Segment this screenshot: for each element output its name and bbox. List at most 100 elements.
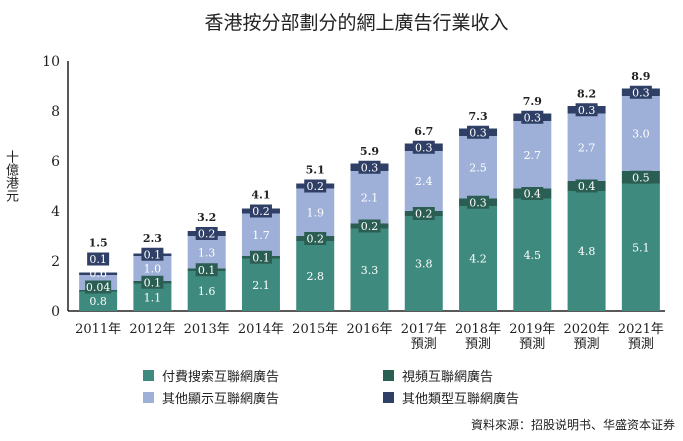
x-tick-label: 2015年 xyxy=(292,322,338,337)
value-label: 0.2 xyxy=(252,205,270,218)
bar-segment-2 xyxy=(459,136,498,199)
value-label: 4.8 xyxy=(578,245,596,258)
total-label: 5.1 xyxy=(306,164,325,177)
value-label: 0.2 xyxy=(306,233,324,246)
value-label: 1.0 xyxy=(144,262,162,275)
legend-item-other: 其他類型互聯網廣告 xyxy=(383,388,519,407)
value-label: 1.6 xyxy=(198,285,216,298)
value-label: 2.1 xyxy=(361,191,379,204)
value-label: 0.2 xyxy=(198,228,216,241)
value-label: 2.5 xyxy=(469,161,487,174)
x-tick-label: 2017年 xyxy=(401,322,447,337)
x-tick-label: 預測 xyxy=(628,337,654,352)
x-tick-label: 2019年 xyxy=(509,322,555,337)
value-label-box xyxy=(575,103,598,117)
legend-swatch xyxy=(143,370,154,381)
legend-item-video: 視頻互聯網廣告 xyxy=(383,366,493,385)
total-label: 7.9 xyxy=(523,95,542,108)
value-label: 0.3 xyxy=(469,126,487,139)
x-tick-label: 2020年 xyxy=(564,322,610,337)
x-tick-label: 預測 xyxy=(465,337,491,352)
x-tick-label: 2014年 xyxy=(238,322,284,337)
legend-item-search: 付費搜索互聯網廣告 xyxy=(143,366,279,385)
value-label-box xyxy=(85,280,112,294)
legend-swatch xyxy=(383,370,394,381)
bar-segment-0 xyxy=(241,258,280,311)
value-label-box xyxy=(629,85,652,99)
total-label: 3.2 xyxy=(197,211,216,224)
value-label-box xyxy=(467,125,490,139)
bar-segment-3 xyxy=(79,272,118,275)
value-label-box xyxy=(575,179,598,193)
value-label-box xyxy=(195,227,218,240)
total-label: 5.9 xyxy=(360,145,379,158)
value-label-box xyxy=(521,187,544,200)
y-tick-label: 0 xyxy=(51,304,60,320)
bar-segment-2 xyxy=(241,213,280,256)
value-label: 0.3 xyxy=(469,196,487,209)
value-label: 4.2 xyxy=(469,253,487,266)
value-label: 0.8 xyxy=(89,295,107,308)
value-label-box xyxy=(412,140,435,154)
bar-segment-2 xyxy=(350,171,389,224)
bar-segment-2 xyxy=(296,188,335,236)
value-label-box xyxy=(358,160,381,174)
value-label: 1.3 xyxy=(198,246,216,259)
legend-label: 其他類型互聯網廣告 xyxy=(402,392,520,407)
value-label: 0.2 xyxy=(306,180,324,193)
total-label: 8.2 xyxy=(577,87,596,100)
total-label: 1.5 xyxy=(89,237,108,250)
legend-swatch xyxy=(383,392,394,403)
value-label: 0.2 xyxy=(361,220,379,233)
value-label: 0.6 xyxy=(89,267,107,280)
bar-segment-0 xyxy=(404,216,443,311)
value-label: 0.4 xyxy=(524,188,542,201)
x-tick-label: 2011年 xyxy=(75,322,121,337)
value-label: 3.3 xyxy=(361,264,379,277)
bar-segment-0 xyxy=(187,271,226,311)
value-label: 0.1 xyxy=(144,248,162,261)
value-label: 1.7 xyxy=(252,229,270,242)
total-label: 4.1 xyxy=(251,189,270,202)
x-tick-label: 2018年 xyxy=(455,322,501,337)
total-label: 8.9 xyxy=(631,70,650,83)
value-label: 0.3 xyxy=(361,161,379,174)
value-label: 0.1 xyxy=(252,251,270,264)
total-label: 7.3 xyxy=(468,110,487,123)
value-label-box xyxy=(249,250,272,264)
bar-segment-0 xyxy=(79,291,118,311)
value-label: 0.1 xyxy=(89,253,107,266)
legend-label: 付費搜索互聯網廣告 xyxy=(162,370,280,385)
chart-title: 香港按分部劃分的網上廣告行業收入 xyxy=(204,12,509,34)
bar-segment-2 xyxy=(621,96,660,171)
y-axis-label: 十億港元 xyxy=(3,150,18,202)
value-label: 2.4 xyxy=(415,175,433,188)
bar-segment-0 xyxy=(350,228,389,311)
bar-segment-2 xyxy=(187,236,226,269)
x-tick-label: 預測 xyxy=(411,337,437,352)
total-label: 6.7 xyxy=(414,125,433,138)
legend-label: 視頻互聯網廣告 xyxy=(402,370,494,385)
value-label: 3.8 xyxy=(415,258,433,271)
y-tick-label: 2 xyxy=(51,254,60,270)
value-label-box xyxy=(629,170,652,184)
value-label: 2.1 xyxy=(252,279,270,292)
legend-label: 其他顯示互聯網廣告 xyxy=(162,392,280,407)
y-tick-label: 6 xyxy=(51,154,60,170)
value-label-box xyxy=(412,207,435,220)
value-label: 0.3 xyxy=(632,86,650,99)
bar-segment-2 xyxy=(404,151,443,211)
value-label: 1.9 xyxy=(306,206,324,219)
value-label: 5.1 xyxy=(632,241,650,254)
y-tick-label: 10 xyxy=(42,54,60,70)
y-tick-label: 4 xyxy=(51,204,60,220)
value-label-box xyxy=(358,219,381,233)
bar-segment-0 xyxy=(296,241,335,311)
value-label: 0.3 xyxy=(524,111,542,124)
value-label: 2.7 xyxy=(524,149,542,162)
value-label: 2.8 xyxy=(306,270,324,283)
bar-segment-0 xyxy=(459,206,498,311)
value-label-box xyxy=(195,263,218,277)
